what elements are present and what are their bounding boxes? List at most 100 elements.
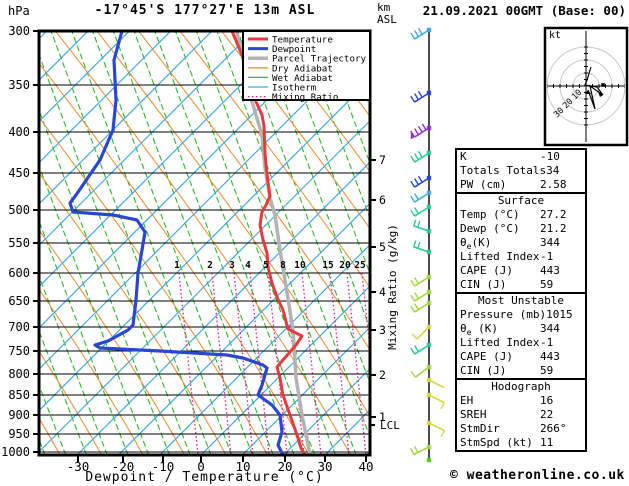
- panel-row-value: 16: [540, 394, 554, 407]
- svg-text:550: 550: [8, 236, 30, 250]
- panel-row: CIN (J) 59: [457, 364, 585, 378]
- dewpoint-curve: [68, 29, 285, 457]
- asl-label: ASL: [377, 13, 397, 26]
- svg-text:3: 3: [229, 260, 235, 271]
- svg-text:Dewpoint: Dewpoint: [272, 44, 316, 55]
- wind-barb: [410, 289, 432, 302]
- panel-row-value: 59: [540, 278, 554, 291]
- svg-text:750: 750: [8, 344, 30, 358]
- svg-text:300: 300: [8, 24, 30, 38]
- svg-text:500: 500: [8, 203, 30, 217]
- wind-barb: [411, 324, 432, 340]
- panel-box: Surface Temp (°C) 27.2 Dewp (°C) 21.2 θe(K) 34…: [455, 192, 587, 294]
- panel-row-label: θe(K): [460, 236, 492, 252]
- svg-text:2: 2: [207, 260, 213, 271]
- wind-barb: [426, 377, 445, 389]
- panel-box: K -10 Totals Totals 34 PW (cm) 2.58: [455, 148, 587, 194]
- svg-text:-10: -10: [152, 459, 175, 474]
- panel-box-title: Hodograph: [491, 380, 551, 393]
- panel-row: CIN (J) 59: [457, 278, 585, 292]
- panel-row-value: 21.2: [540, 222, 567, 235]
- svg-text:10: 10: [235, 459, 250, 474]
- panel-row: SREH 22: [457, 408, 585, 422]
- dry-adiabat-lines: [40, 32, 369, 454]
- panel-row-label: Pressure (mb): [460, 308, 547, 321]
- credit-watermark: © weatheronline.co.uk: [450, 468, 625, 483]
- panel-row: θe (K) 344: [457, 322, 585, 337]
- svg-text:800: 800: [8, 367, 30, 381]
- panel-row-label: Temp (°C): [460, 208, 520, 221]
- svg-text:4: 4: [379, 285, 386, 299]
- svg-text:5: 5: [379, 240, 386, 254]
- panel-row-label: K: [460, 150, 467, 163]
- svg-text:LCL: LCL: [380, 419, 400, 432]
- svg-text:900: 900: [8, 408, 30, 422]
- panel-row-label: CAPE (J): [460, 350, 513, 363]
- svg-text:650: 650: [8, 294, 30, 308]
- svg-text:1: 1: [379, 410, 386, 424]
- panel-row-value: -10: [540, 150, 560, 163]
- svg-text:Wet Adiabat: Wet Adiabat: [272, 73, 333, 84]
- svg-text:40: 40: [358, 459, 373, 474]
- wind-barb: [410, 300, 432, 313]
- panel-row-value: 344: [540, 322, 560, 335]
- panel-box-title: Surface: [497, 194, 545, 207]
- svg-text:-30: -30: [67, 459, 90, 474]
- panel-row-value: 2.58: [540, 178, 567, 191]
- wind-barb: [410, 175, 432, 188]
- svg-text:-20: -20: [112, 459, 135, 474]
- panel-row-value: 344: [540, 236, 560, 249]
- svg-text:3: 3: [379, 323, 386, 337]
- wind-barb: [409, 444, 432, 456]
- wind-barb: [413, 219, 432, 234]
- svg-text:600: 600: [8, 266, 30, 280]
- svg-text:Dry Adiabat: Dry Adiabat: [272, 63, 333, 74]
- svg-text:Isotherm: Isotherm: [272, 83, 317, 94]
- panel-box: Hodograph EH 16 SREH 22 StmDir 266° StmSpd (kt)…: [455, 378, 587, 452]
- panel-row: CAPE (J) 443: [457, 350, 585, 364]
- panel-row-value: 34: [546, 164, 560, 177]
- svg-text:400: 400: [8, 125, 30, 139]
- panel-row-label: StmDir: [460, 422, 500, 435]
- panel-row-value: 59: [540, 364, 554, 377]
- panel-row-value: 27.2: [540, 208, 567, 221]
- panel-row-label: CIN (J): [460, 364, 507, 377]
- wind-barb-column: [409, 27, 445, 463]
- plot-frame: [37, 29, 372, 457]
- svg-text:Temperature: Temperature: [272, 35, 333, 46]
- svg-text:350: 350: [8, 78, 30, 92]
- svg-text:20: 20: [277, 459, 292, 474]
- svg-text:450: 450: [8, 166, 30, 180]
- panel-row: Lifted Index -1: [457, 250, 585, 264]
- panel-row: PW (cm) 2.58: [457, 178, 585, 192]
- svg-text:Mixing Ratio: Mixing Ratio: [272, 92, 338, 103]
- panel-row-value: 443: [540, 264, 560, 277]
- panel-row: Temp (°C) 27.2: [457, 208, 585, 222]
- wind-barb: [426, 420, 445, 438]
- pressure-units-label: hPa: [8, 4, 30, 18]
- wind-barb: [410, 150, 432, 163]
- svg-text:1000: 1000: [1, 445, 30, 459]
- panel-row-label: EH: [460, 394, 474, 407]
- svg-text:5: 5: [263, 260, 269, 271]
- panel-row: Lifted Index -1: [457, 336, 585, 350]
- panel-row: Dewp (°C) 21.2: [457, 222, 585, 236]
- panel-row-label: StmSpd (kt): [460, 436, 533, 449]
- svg-text:0: 0: [197, 459, 205, 474]
- panel-row-value: 1015: [546, 308, 573, 321]
- wind-barb: [413, 240, 432, 255]
- indices-panel: K -10 Totals Totals 34 PW (cm) 2.58 Surface Tem…: [455, 148, 587, 452]
- panel-box-title: Most Unstable: [477, 294, 565, 307]
- panel-row: StmSpd (kt) 11: [457, 436, 585, 450]
- svg-text:2: 2: [379, 368, 386, 382]
- svg-text:7: 7: [379, 153, 386, 167]
- temperature-curve: [230, 29, 307, 457]
- panel-row-value: -1: [540, 250, 554, 263]
- mixing-axis-label: Mixing Ratio (g/kg): [386, 224, 399, 350]
- panel-row-label: CAPE (J): [460, 264, 513, 277]
- panel-row-label: Lifted Index: [460, 336, 540, 349]
- station-title: -17°45'S 177°27'E 13m ASL: [94, 3, 316, 18]
- panel-row-value: 266°: [540, 422, 567, 435]
